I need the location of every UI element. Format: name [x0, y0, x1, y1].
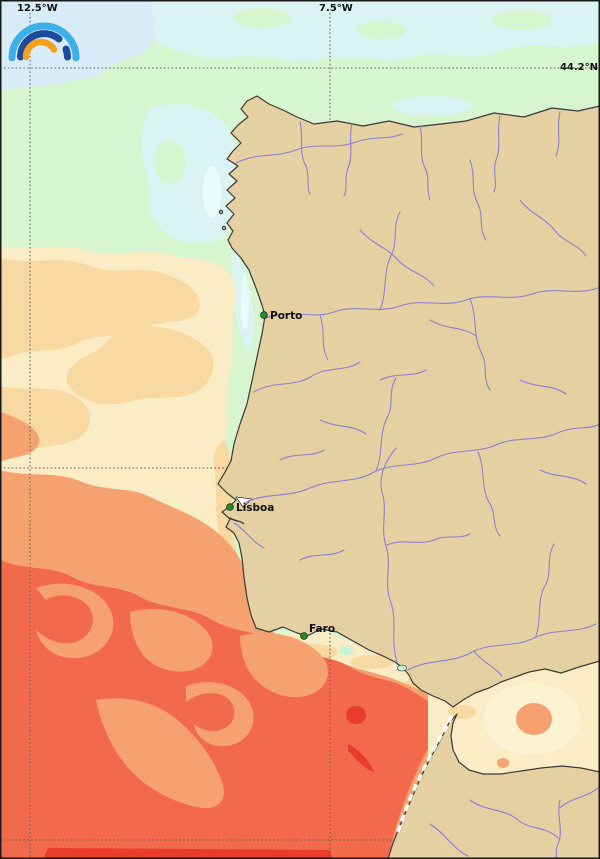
axis-label-lat-right: 44.2°N	[560, 62, 598, 73]
sea-region-salmon-finger	[0, 412, 40, 462]
river	[469, 298, 491, 391]
river	[429, 823, 469, 857]
sea-region-cold-cyan-galicia	[141, 104, 241, 243]
river-douro	[265, 287, 599, 319]
river	[299, 121, 311, 195]
river	[555, 799, 561, 859]
river	[343, 123, 353, 197]
sea-patch-green	[358, 21, 406, 39]
land-iberia	[217, 95, 600, 708]
river	[319, 314, 329, 361]
river	[535, 543, 555, 637]
river-mondego	[253, 361, 361, 393]
river	[429, 319, 477, 337]
sea-swirl-salmon	[36, 583, 114, 659]
city-dot-faro	[300, 632, 308, 640]
river	[555, 111, 561, 157]
river	[559, 787, 599, 809]
river	[375, 377, 397, 472]
river	[386, 533, 471, 546]
river	[379, 369, 427, 381]
river	[473, 650, 503, 677]
island-dot	[218, 209, 224, 215]
sea-patch-warm-sand	[350, 655, 394, 669]
alboran-eddy-core	[516, 703, 552, 735]
sea-streak-hottest-red	[348, 744, 374, 772]
river	[539, 469, 587, 485]
sea-patch-green	[154, 140, 186, 184]
river-sado	[233, 522, 265, 549]
sea-patch-green	[234, 8, 290, 28]
city-label-faro: Faro	[309, 623, 335, 635]
sea-patch-green	[492, 10, 552, 30]
river	[235, 133, 403, 164]
logo-arc-middle-segment	[62, 45, 71, 61]
rainbow-arcs-logo	[8, 22, 80, 62]
sea-patch-pale-cyan	[241, 274, 249, 330]
river-tejo	[243, 423, 600, 504]
sado-estuary	[229, 517, 245, 525]
river	[519, 379, 567, 395]
sea-region-warm-sand	[66, 325, 214, 405]
sea-patch-pale-cyan	[203, 166, 221, 218]
logo-arc-inner	[22, 38, 58, 61]
axis-label-lon-center: 7.5°W	[319, 3, 353, 14]
guadalquivir-marsh	[397, 664, 407, 672]
river	[519, 199, 587, 257]
sea-streak-hottest-red	[346, 706, 366, 724]
alboran-warm-spot	[497, 758, 509, 768]
logo-arc-outer	[8, 22, 80, 62]
sea-swirl-salmon	[96, 698, 224, 809]
city-markers: Porto Lisboa Faro	[226, 310, 335, 640]
river	[477, 451, 501, 537]
sea-patch-cold-cyan-coastal	[392, 96, 472, 116]
sea-swirl-salmon	[130, 608, 213, 672]
river	[469, 799, 559, 839]
rivers	[233, 111, 600, 859]
river	[279, 449, 325, 461]
logo-arc-middle	[17, 30, 63, 61]
river	[419, 125, 431, 201]
axis-label-lon-left: 12.5°W	[17, 3, 58, 14]
city-label-lisboa: Lisboa	[236, 502, 274, 514]
island-dot	[221, 225, 227, 231]
sea-streak-hottest-red	[44, 848, 332, 858]
sea-swirl-salmon	[240, 632, 329, 698]
river-guadiana	[380, 447, 398, 663]
river	[359, 229, 435, 287]
sea-region-warm-sand	[0, 258, 200, 360]
river	[299, 549, 345, 561]
river-guadalquivir	[407, 623, 597, 671]
sea-swirl-salmon	[186, 682, 254, 747]
city-dot-porto	[260, 311, 268, 319]
river	[469, 159, 487, 241]
river	[319, 419, 367, 435]
coastal-mint-patch	[339, 645, 353, 655]
river	[493, 115, 501, 193]
city-label-porto: Porto	[270, 310, 302, 322]
tagus-estuary	[235, 496, 253, 508]
city-dot-lisboa	[226, 503, 234, 511]
